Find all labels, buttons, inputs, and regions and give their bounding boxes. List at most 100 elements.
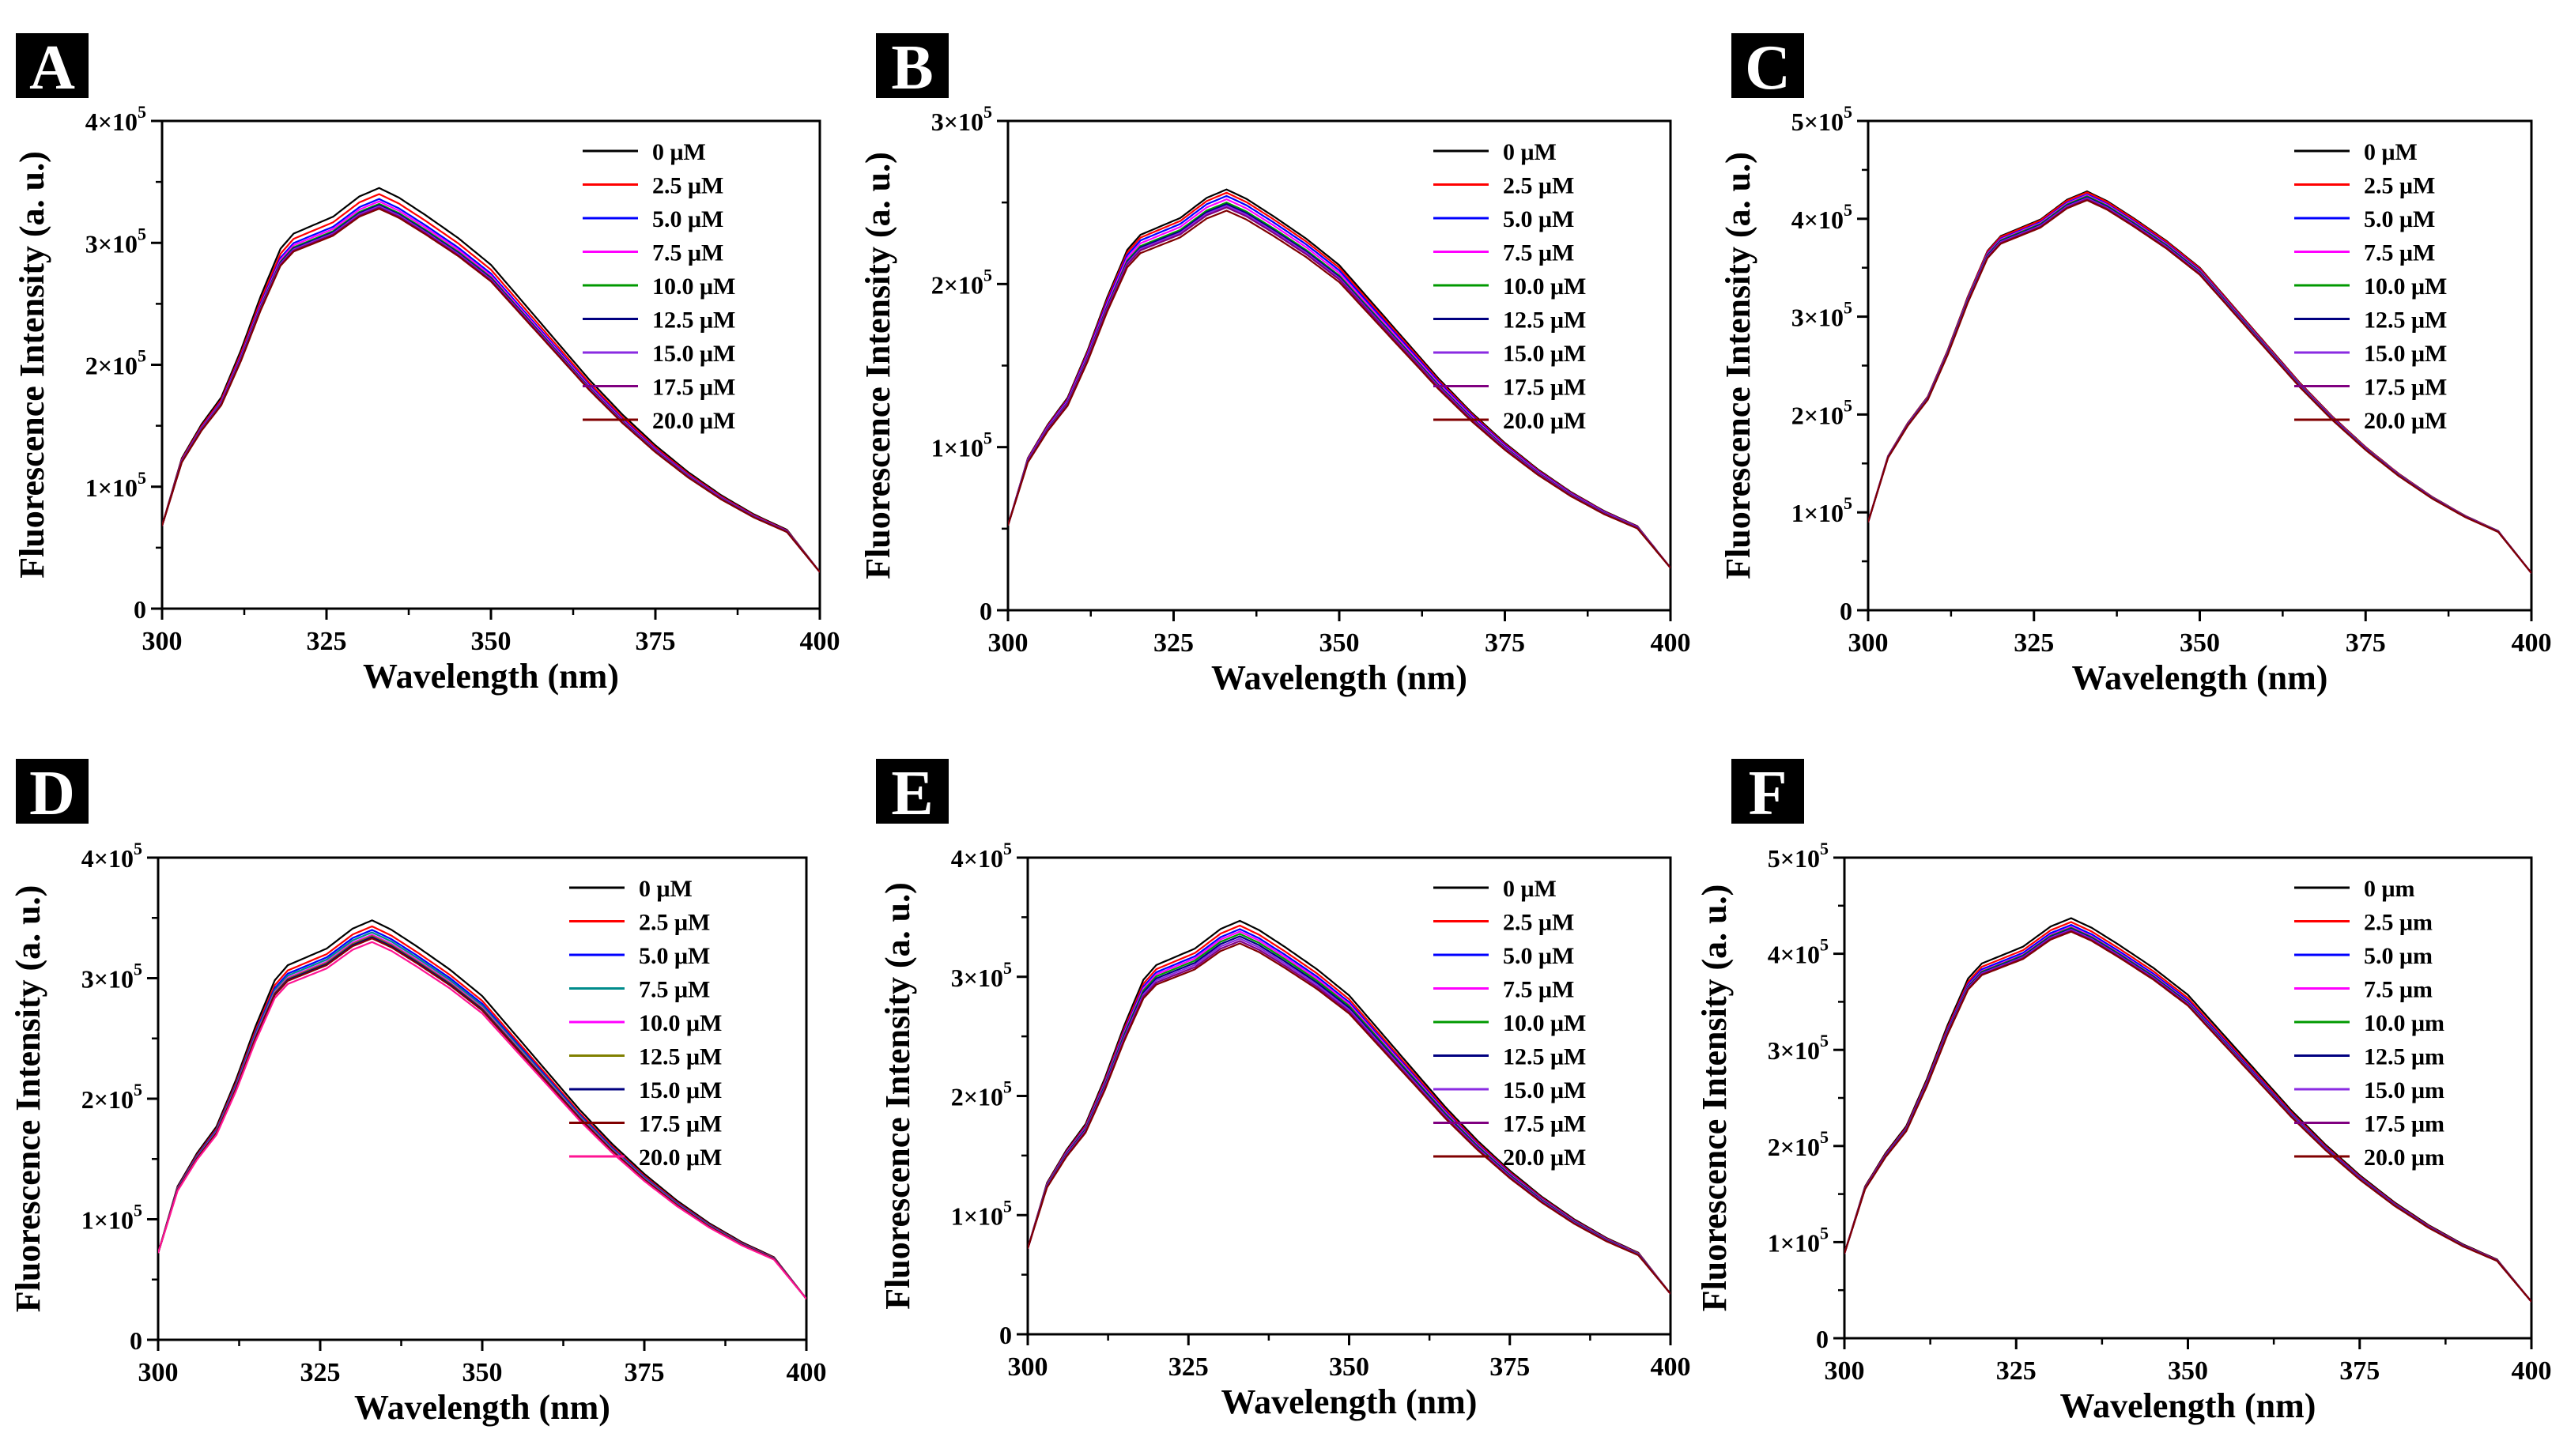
- legend-label: 5.0 μM: [639, 943, 710, 969]
- y-tick-label-base: 0: [1816, 1325, 1829, 1353]
- legend-label: 10.0 μM: [652, 273, 735, 300]
- y-tick-label: 4×105: [951, 839, 1012, 873]
- y-tick-label-base: 1×10: [951, 1201, 1003, 1230]
- panel-label: E: [891, 759, 933, 828]
- y-tick-label-exponent: 5: [134, 960, 142, 979]
- x-tick-label: 300: [1825, 1356, 1865, 1386]
- x-tick-label: 350: [1319, 628, 1360, 658]
- legend-label: 0 μm: [2364, 876, 2415, 902]
- y-tick-label: 1×105: [951, 1196, 1012, 1230]
- y-tick-label-exponent: 5: [1003, 958, 1012, 978]
- y-tick-label: 2×105: [81, 1080, 142, 1114]
- legend-label: 15.0 μM: [1503, 341, 1586, 367]
- y-tick-label-base: 2×10: [85, 352, 138, 380]
- panel-label: C: [1745, 33, 1791, 103]
- y-tick-label-base: 1×10: [931, 434, 983, 462]
- panel-label: A: [29, 33, 75, 103]
- y-tick-label-base: 2×10: [81, 1085, 134, 1114]
- legend-label: 12.5 μM: [652, 307, 735, 334]
- y-tick-label-exponent: 5: [983, 428, 992, 448]
- y-tick-label-exponent: 5: [983, 102, 992, 122]
- legend-label: 7.5 μM: [639, 977, 710, 1003]
- legend-label: 15.0 μm: [2364, 1077, 2444, 1103]
- y-tick-label-exponent: 5: [1003, 839, 1012, 858]
- x-tick-label: 350: [462, 1358, 503, 1387]
- legend-label: 7.5 μm: [2364, 977, 2433, 1003]
- legend-label: 2.5 μM: [1503, 173, 1574, 199]
- series-line-9: [1028, 942, 1670, 1295]
- legend-label: 12.5 μM: [1503, 1044, 1586, 1070]
- x-tick-label: 300: [1848, 628, 1889, 658]
- legend-label: 7.5 μM: [2364, 240, 2435, 266]
- y-tick-label-exponent: 5: [1844, 200, 1852, 220]
- legend-label: 10.0 μM: [639, 1010, 722, 1036]
- y-tick-label-base: 0: [130, 1326, 142, 1355]
- x-axis-title: Wavelength (nm): [2060, 1386, 2316, 1425]
- y-tick-label-exponent: 5: [1844, 493, 1852, 513]
- panel-label-box: [876, 33, 949, 98]
- y-tick-label: 5×105: [1791, 102, 1852, 136]
- y-tick-label-base: 4×10: [1768, 941, 1820, 969]
- y-tick-label-base: 3×10: [1768, 1036, 1820, 1065]
- y-tick-label-base: 1×10: [81, 1206, 134, 1235]
- x-tick-label: 325: [2014, 628, 2054, 658]
- panel-label-box: [1731, 33, 1804, 98]
- y-tick-label: 1×105: [1768, 1223, 1829, 1257]
- y-tick-label: 2×105: [951, 1077, 1012, 1111]
- y-tick-label: 2×105: [1768, 1127, 1829, 1161]
- legend-label: 15.0 μM: [639, 1077, 722, 1103]
- y-tick-label: 4×105: [1768, 935, 1829, 969]
- legend-label: 0 μM: [639, 876, 693, 902]
- panel-label-box: [16, 759, 89, 824]
- y-tick-label: 3×105: [951, 958, 1012, 992]
- legend-label: 12.5 μm: [2364, 1044, 2444, 1070]
- y-axis-title: Fluorescence Intensity (a. u.): [1719, 152, 1757, 579]
- y-tick-label-base: 3×10: [1791, 304, 1844, 332]
- legend-label: 17.5 μM: [1503, 1111, 1586, 1137]
- x-axis-title: Wavelength (nm): [1211, 658, 1467, 697]
- y-tick-label-base: 0: [1840, 597, 1852, 625]
- y-tick-label: 1×105: [1791, 493, 1852, 527]
- legend-label: 5.0 μm: [2364, 943, 2433, 969]
- series-line-1: [158, 919, 806, 1299]
- y-tick-label-exponent: 5: [138, 346, 146, 366]
- y-tick-label: 3×105: [85, 224, 146, 258]
- y-tick-label-exponent: 5: [1003, 1196, 1012, 1216]
- x-tick-label: 350: [471, 627, 512, 656]
- y-tick-label-exponent: 5: [1844, 395, 1852, 415]
- legend-label: 5.0 μM: [2364, 206, 2435, 232]
- y-tick-label-exponent: 5: [1844, 102, 1852, 122]
- panel-label: B: [891, 33, 933, 103]
- x-tick-label: 400: [787, 1358, 827, 1387]
- y-tick-label: 2×105: [85, 346, 146, 380]
- legend-label: 0 μM: [652, 139, 706, 165]
- x-axis-title: Wavelength (nm): [363, 657, 619, 696]
- legend-label: 20.0 μm: [2364, 1145, 2444, 1171]
- x-tick-label: 400: [2512, 628, 2552, 658]
- series-line-9: [162, 207, 820, 573]
- y-tick-label: 4×105: [81, 839, 142, 873]
- legend-label: 2.5 μM: [652, 173, 723, 199]
- x-tick-label: 375: [636, 627, 676, 656]
- y-tick-label-exponent: 5: [1844, 298, 1852, 318]
- y-tick-label-exponent: 5: [1820, 1031, 1829, 1051]
- panel-label-box: [876, 759, 949, 824]
- y-tick-label-exponent: 5: [134, 1201, 142, 1220]
- x-tick-label: 325: [307, 627, 347, 656]
- legend-label: 20.0 μM: [2364, 408, 2447, 434]
- series-line-1: [162, 187, 820, 573]
- y-tick-label-base: 4×10: [1791, 206, 1844, 234]
- y-tick-label-exponent: 5: [134, 839, 142, 858]
- y-tick-label-base: 4×10: [81, 844, 134, 873]
- y-tick-label: 0: [134, 595, 146, 624]
- legend-label: 0 μM: [1503, 139, 1557, 165]
- x-tick-label: 300: [988, 628, 1029, 658]
- legend-label: 12.5 μM: [2364, 307, 2447, 334]
- legend-label: 17.5 μM: [652, 375, 735, 401]
- legend-label: 7.5 μM: [652, 240, 723, 266]
- y-tick-label-exponent: 5: [1003, 1077, 1012, 1097]
- legend-label: 5.0 μM: [1503, 206, 1574, 232]
